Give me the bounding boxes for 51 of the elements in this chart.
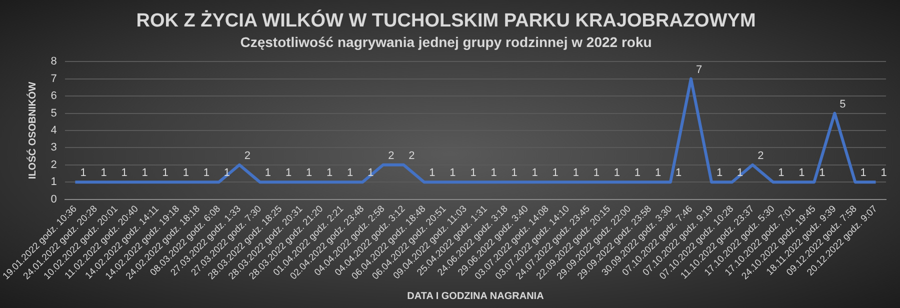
y-tick-label: 6 xyxy=(50,90,57,102)
y-axis-title: ILOŚĆ OSOBNIKÓW xyxy=(26,81,39,180)
data-label: 1 xyxy=(429,167,436,180)
data-label: 1 xyxy=(532,167,538,180)
y-tick-label: 3 xyxy=(50,142,57,154)
data-label: 1 xyxy=(80,167,86,180)
data-label: 1 xyxy=(511,167,518,180)
data-label: 1 xyxy=(798,167,805,180)
data-label: 1 xyxy=(634,167,641,180)
data-label: 1 xyxy=(182,167,189,180)
y-tick-label: 2 xyxy=(50,158,57,171)
data-label: 1 xyxy=(264,167,272,180)
y-tick-label: 0 xyxy=(50,193,57,206)
data-label: 1 xyxy=(614,167,620,180)
y-tick-label: 7 xyxy=(50,72,57,85)
data-label: 7 xyxy=(696,64,702,76)
data-label: 1 xyxy=(470,167,476,180)
chart-title: ROK Z ŻYCIA WILKÓW W TUCHOLSKIM PARKU KRAJOBRAZOWYM xyxy=(136,10,756,32)
data-label: 1 xyxy=(654,167,662,180)
data-label: 1 xyxy=(450,167,456,180)
data-label: 2 xyxy=(408,150,415,162)
data-label: 1 xyxy=(162,167,168,180)
y-tick-label: 5 xyxy=(50,107,57,120)
data-label: 1 xyxy=(860,167,866,180)
data-label: 1 xyxy=(285,167,292,180)
data-label: 1 xyxy=(880,167,887,180)
data-label: 1 xyxy=(368,167,374,180)
data-label: 1 xyxy=(819,167,826,180)
data-label: 1 xyxy=(100,167,107,180)
data-label: 1 xyxy=(593,167,600,180)
y-tick-label: 8 xyxy=(50,56,57,68)
data-label: 1 xyxy=(552,167,558,180)
data-label: 1 xyxy=(675,167,682,180)
data-label: 1 xyxy=(572,167,579,180)
data-label: 1 xyxy=(203,167,210,180)
data-label: 1 xyxy=(306,167,312,180)
data-label: 1 xyxy=(326,167,333,180)
y-tick-label: 4 xyxy=(50,124,57,137)
data-label: 1 xyxy=(347,167,354,180)
data-label: 1 xyxy=(121,167,128,180)
data-label: 2 xyxy=(758,150,764,162)
data-label: 5 xyxy=(840,98,846,110)
data-label: 1 xyxy=(490,167,497,180)
data-label: 2 xyxy=(244,150,251,162)
data-label: 1 xyxy=(716,167,723,180)
data-label: 1 xyxy=(142,167,148,180)
x-axis-title: DATA I GODZINA NAGRANIA xyxy=(407,290,544,302)
data-label: 2 xyxy=(388,150,394,162)
data-label: 1 xyxy=(778,167,784,180)
chart-subtitle: Częstotliwość nagrywania jednej grupy rodzinnej w 2022 roku xyxy=(240,34,652,50)
y-tick-label: 1 xyxy=(50,176,57,188)
